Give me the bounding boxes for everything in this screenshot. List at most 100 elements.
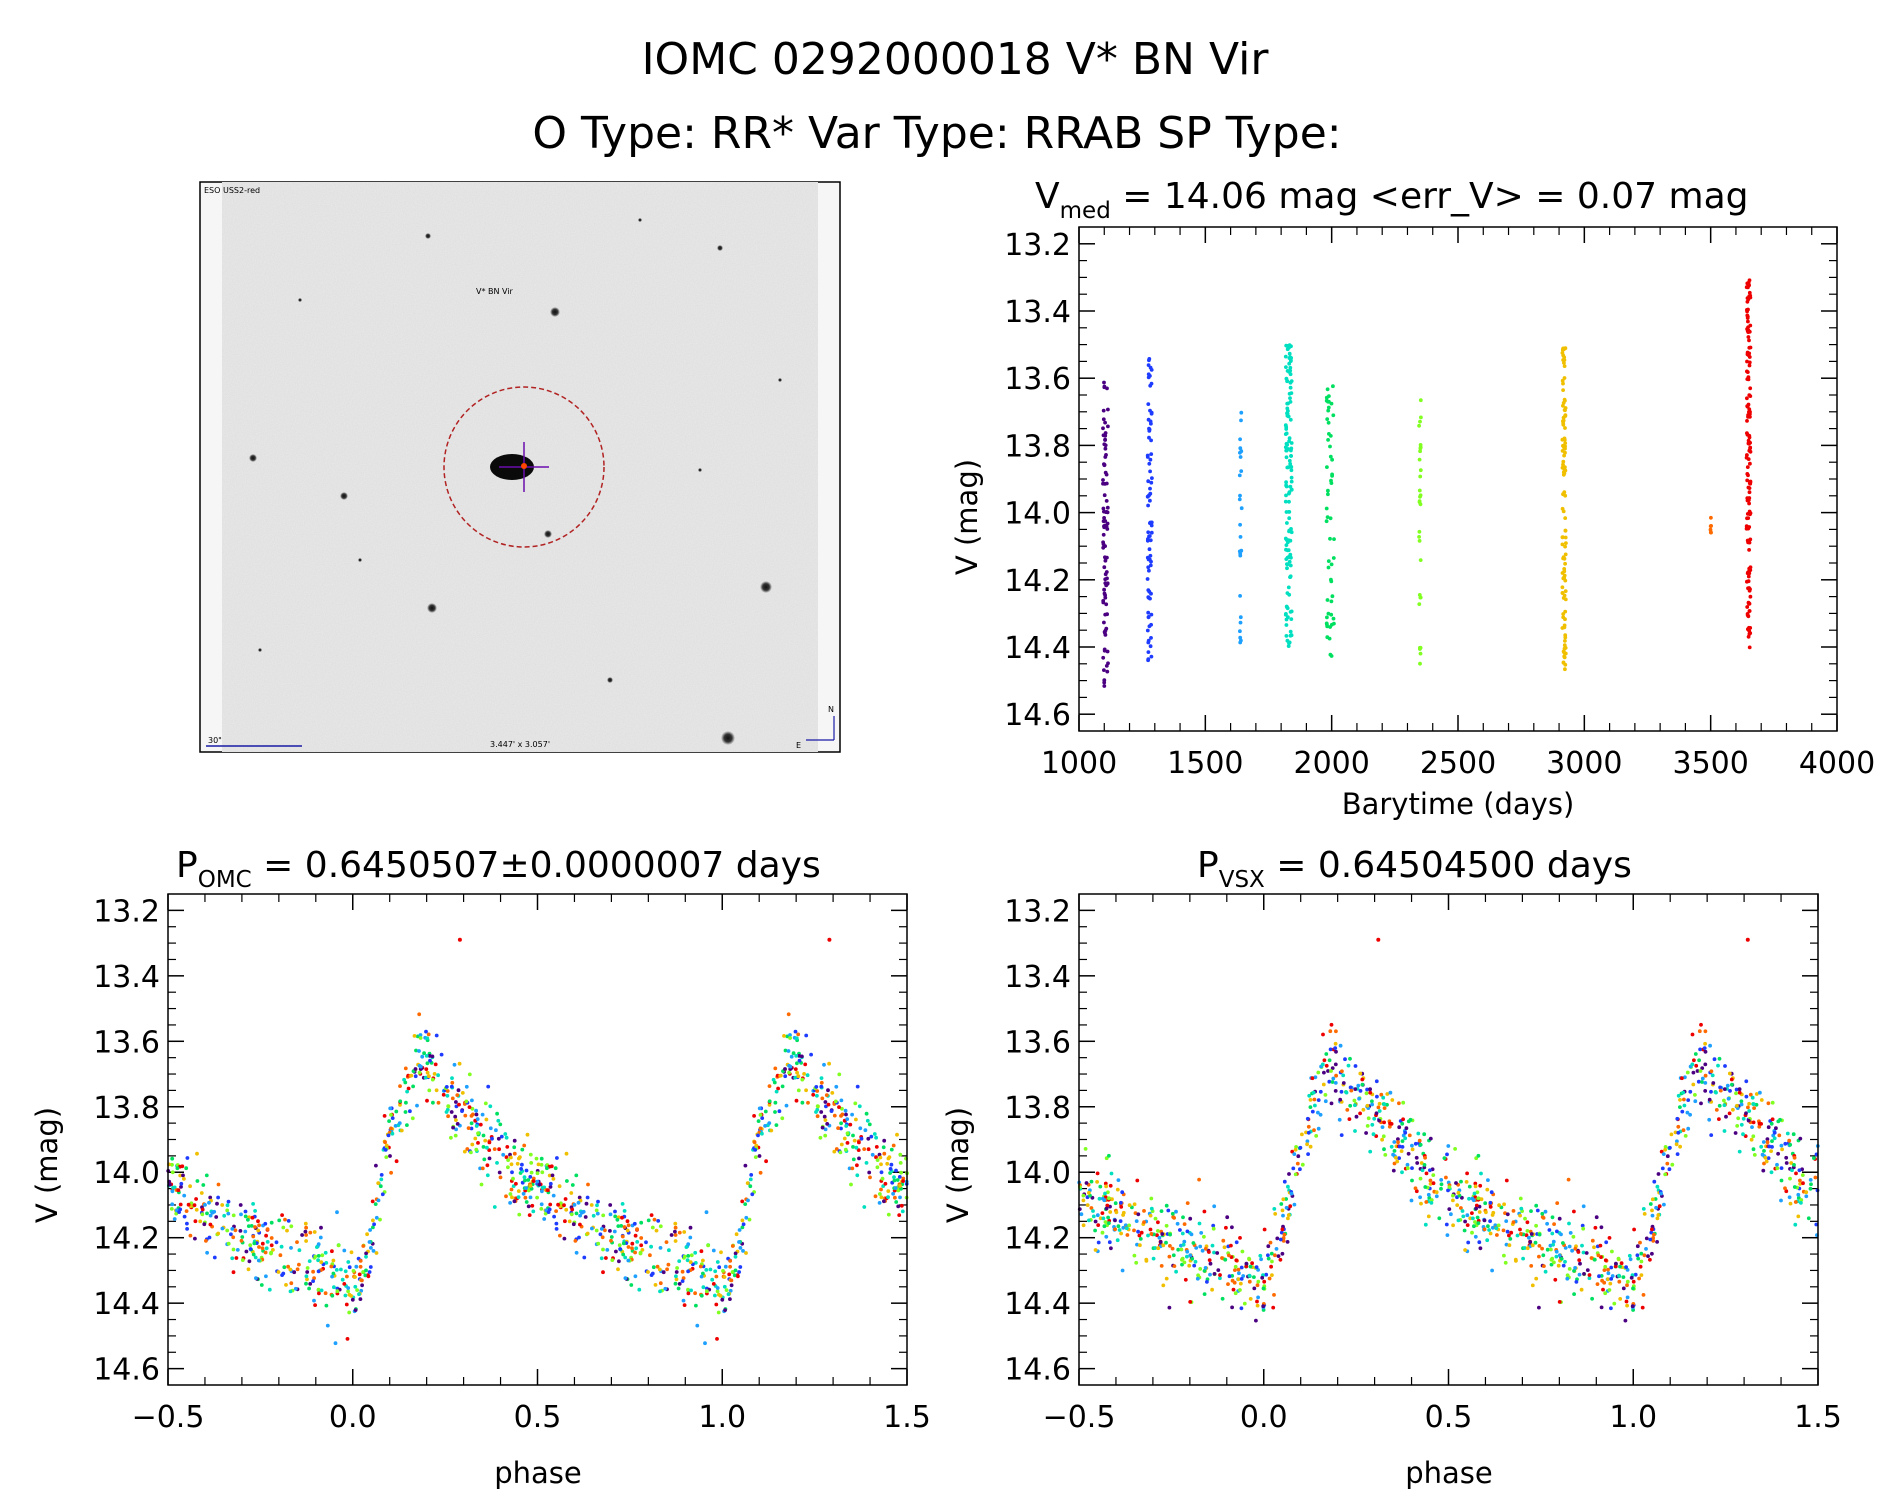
phase-point bbox=[344, 1302, 349, 1307]
phase-point bbox=[528, 1195, 533, 1200]
phase-point bbox=[622, 1209, 627, 1213]
phase-point bbox=[1215, 1251, 1220, 1255]
phase-point bbox=[900, 1209, 905, 1214]
phase-point bbox=[259, 1283, 264, 1287]
phase-point bbox=[639, 1220, 644, 1225]
phase-point bbox=[1353, 1103, 1357, 1108]
phase-point bbox=[174, 1211, 179, 1216]
phase-point bbox=[795, 1070, 799, 1075]
phase-point bbox=[1696, 1079, 1701, 1084]
phase-point bbox=[323, 1250, 328, 1255]
phase-point bbox=[176, 1188, 181, 1193]
phase-point bbox=[1722, 1129, 1727, 1133]
phase-point bbox=[1793, 1222, 1798, 1227]
lightcurve-point bbox=[1102, 620, 1106, 625]
phase-point bbox=[1703, 1089, 1708, 1093]
lightcurve-point bbox=[1284, 634, 1289, 638]
phase-omc-frame bbox=[167, 893, 908, 1386]
lightcurve-point bbox=[1330, 594, 1335, 599]
lightcurve-point bbox=[1286, 510, 1291, 514]
lightcurve-point bbox=[1746, 319, 1750, 324]
phase-point bbox=[406, 1086, 411, 1091]
phase-point bbox=[1294, 1145, 1298, 1149]
phase-point bbox=[1156, 1220, 1160, 1225]
phase-point bbox=[842, 1136, 847, 1141]
phase-point bbox=[531, 1209, 536, 1214]
phase-point bbox=[800, 1100, 805, 1105]
phase-point bbox=[512, 1151, 517, 1156]
phase-point bbox=[886, 1189, 891, 1193]
phase-point bbox=[469, 1121, 474, 1126]
phase-point bbox=[1159, 1264, 1164, 1268]
phase-point bbox=[1638, 1264, 1643, 1269]
lightcurve-point bbox=[1288, 633, 1293, 638]
lightcurve-point bbox=[1418, 494, 1422, 499]
phase-point bbox=[595, 1211, 600, 1216]
phase-point bbox=[686, 1242, 691, 1247]
phase-point bbox=[1617, 1273, 1621, 1278]
phase-point bbox=[1680, 1109, 1685, 1114]
phase-point bbox=[1635, 1253, 1640, 1258]
phase-point bbox=[453, 1114, 458, 1119]
phase-point bbox=[1678, 1105, 1682, 1109]
phase-point bbox=[481, 1145, 486, 1149]
phase-point bbox=[1587, 1276, 1592, 1281]
phase-point bbox=[357, 1272, 362, 1277]
phase-point bbox=[454, 1118, 458, 1122]
phase-point bbox=[1146, 1233, 1150, 1238]
phase-point bbox=[1298, 1145, 1303, 1150]
phase-point bbox=[1505, 1229, 1510, 1234]
phase-point bbox=[1792, 1163, 1796, 1167]
phase-point bbox=[1284, 1197, 1288, 1201]
phase-point bbox=[503, 1132, 508, 1136]
phase-point bbox=[555, 1156, 559, 1160]
phase-point bbox=[467, 1072, 472, 1077]
lightcurve-point bbox=[1563, 633, 1568, 638]
phase-point bbox=[185, 1156, 190, 1160]
phase-point bbox=[893, 1195, 897, 1200]
phase-point bbox=[1271, 1305, 1276, 1310]
phase-point bbox=[1079, 1212, 1084, 1217]
phase-point bbox=[1676, 1093, 1681, 1098]
phase-point bbox=[1121, 1210, 1126, 1215]
lightcurve-point bbox=[1745, 377, 1750, 381]
phase-point bbox=[895, 1178, 900, 1182]
phase-point bbox=[1582, 1272, 1586, 1276]
phase-point bbox=[776, 1086, 780, 1091]
phase-point bbox=[635, 1240, 640, 1244]
phase-point bbox=[1203, 1266, 1208, 1270]
phase-point bbox=[1157, 1235, 1162, 1240]
lightcurve-point bbox=[1748, 386, 1753, 391]
phase-point bbox=[313, 1254, 318, 1259]
phase-point bbox=[1685, 1070, 1690, 1075]
phase-point bbox=[845, 1131, 850, 1136]
phase-point bbox=[898, 1152, 903, 1157]
phase-point bbox=[1087, 1218, 1091, 1223]
phase-point bbox=[686, 1287, 690, 1292]
phase-point bbox=[1739, 1122, 1744, 1127]
phase-point bbox=[1144, 1259, 1149, 1263]
phase-point bbox=[868, 1175, 872, 1180]
phase-point bbox=[1221, 1238, 1226, 1243]
phase-point bbox=[1599, 1225, 1604, 1230]
phase-point bbox=[246, 1217, 250, 1222]
phase-point bbox=[285, 1228, 289, 1233]
phase-point bbox=[851, 1157, 856, 1162]
phase-point bbox=[1668, 1145, 1672, 1150]
phase-point bbox=[425, 1070, 430, 1075]
lightcurve-point bbox=[1148, 538, 1153, 543]
phase-point bbox=[1304, 1130, 1308, 1135]
y-tick-label: 13.8 bbox=[1004, 429, 1071, 464]
phase-point bbox=[1476, 1153, 1481, 1158]
phase-point bbox=[345, 1274, 349, 1279]
lightcurve-point bbox=[1709, 530, 1713, 535]
phase-point bbox=[394, 1109, 399, 1114]
phase-point bbox=[498, 1175, 503, 1180]
phase-point bbox=[882, 1151, 887, 1156]
phase-point bbox=[1595, 1282, 1600, 1286]
phase-point bbox=[901, 1179, 905, 1183]
phase-point bbox=[251, 1202, 256, 1206]
phase-point bbox=[1656, 1172, 1661, 1176]
phase-point bbox=[1397, 1144, 1402, 1149]
phase-point bbox=[872, 1132, 877, 1136]
